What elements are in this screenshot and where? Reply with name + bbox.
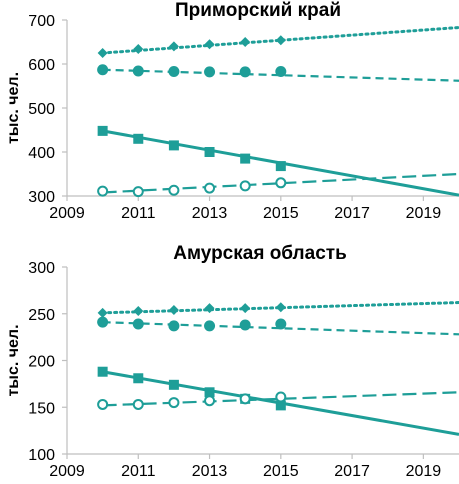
data-point-circle bbox=[204, 66, 216, 78]
y-tick-label: 250 bbox=[28, 307, 55, 324]
data-point-circle bbox=[132, 318, 144, 330]
chart-title: Амурская область bbox=[173, 243, 347, 264]
data-point-open-circle bbox=[275, 177, 287, 189]
data-point-circle bbox=[168, 320, 180, 332]
x-tick-label: 2019 bbox=[406, 205, 442, 222]
data-point-square bbox=[168, 379, 179, 390]
trend-line-circle bbox=[102, 68, 459, 82]
x-tick-label: 2015 bbox=[263, 463, 299, 480]
y-tick-label: 400 bbox=[28, 145, 55, 162]
data-point-diamond bbox=[204, 39, 215, 50]
y-tick-label: 150 bbox=[28, 400, 55, 417]
series-diamond bbox=[97, 25, 459, 58]
data-point-open-circle bbox=[132, 186, 144, 198]
data-point-open-circle bbox=[168, 184, 180, 196]
data-point-diamond bbox=[133, 44, 144, 55]
x-tick-label: 2011 bbox=[121, 463, 156, 480]
x-tick-label: 2013 bbox=[192, 463, 228, 480]
data-point-open-circle bbox=[239, 180, 251, 192]
series-square bbox=[97, 125, 459, 197]
x-tick-label: 2009 bbox=[49, 205, 85, 222]
data-point-open-circle bbox=[97, 185, 109, 197]
x-tick-label: 2009 bbox=[49, 463, 85, 480]
chart-title: Приморский край bbox=[175, 0, 341, 21]
data-point-square bbox=[275, 400, 286, 411]
data-point-diamond bbox=[97, 307, 108, 318]
data-point-square bbox=[97, 366, 108, 377]
data-point-diamond bbox=[275, 35, 286, 46]
series-open-circle bbox=[97, 172, 459, 198]
data-point-open-circle bbox=[275, 391, 287, 403]
data-point-circle bbox=[168, 65, 180, 77]
x-tick-label: 2017 bbox=[334, 205, 370, 222]
y-tick-label: 300 bbox=[28, 189, 55, 206]
data-point-circle bbox=[239, 66, 251, 78]
data-point-diamond bbox=[240, 37, 251, 47]
data-point-open-circle bbox=[204, 395, 216, 407]
data-point-circle bbox=[97, 64, 109, 76]
y-tick-label: 700 bbox=[28, 13, 55, 30]
data-point-circle bbox=[275, 318, 287, 330]
chart-primorsky: Приморский край тыс. чел. 300 400 500 600 700 2… bbox=[5, 0, 459, 222]
data-point-circle bbox=[204, 320, 216, 332]
chart-amur: Амурская область тыс. чел. 100 150 200 250 300… bbox=[5, 243, 459, 480]
data-point-diamond bbox=[97, 48, 108, 58]
trend-line-circle bbox=[102, 321, 459, 336]
data-point-open-circle bbox=[168, 397, 180, 409]
data-point-square bbox=[204, 387, 215, 398]
data-point-circle bbox=[132, 65, 144, 77]
series-open-circle bbox=[97, 391, 459, 410]
x-tick-label: 2013 bbox=[192, 205, 228, 222]
data-point-square bbox=[97, 125, 108, 136]
data-point-diamond bbox=[168, 41, 179, 52]
y-axis-label: тыс. чел. bbox=[5, 324, 22, 396]
data-point-square bbox=[204, 147, 215, 157]
data-point-circle bbox=[97, 316, 109, 328]
series-diamond bbox=[97, 301, 459, 318]
y-tick-label: 600 bbox=[28, 57, 55, 74]
y-tick-label: 300 bbox=[28, 260, 55, 277]
data-point-open-circle bbox=[204, 182, 216, 194]
y-tick-label: 100 bbox=[28, 447, 55, 464]
data-point-open-circle bbox=[97, 398, 109, 410]
data-point-diamond bbox=[133, 305, 144, 316]
data-point-diamond bbox=[168, 305, 179, 316]
x-tick-label: 2015 bbox=[263, 205, 299, 222]
data-point-square bbox=[133, 133, 144, 144]
data-point-diamond bbox=[240, 303, 251, 314]
series-circle bbox=[97, 316, 459, 336]
x-tick-label: 2019 bbox=[406, 463, 442, 480]
x-tick-label: 2017 bbox=[334, 463, 370, 480]
data-point-square bbox=[275, 161, 286, 172]
data-point-square bbox=[240, 153, 251, 164]
y-axis-label: тыс. чел. bbox=[5, 72, 22, 144]
series-circle bbox=[97, 64, 459, 82]
y-tick-label: 500 bbox=[28, 101, 55, 118]
data-point-circle bbox=[275, 65, 287, 77]
data-point-diamond bbox=[275, 302, 286, 313]
data-point-square bbox=[168, 140, 179, 151]
y-tick-label: 200 bbox=[28, 354, 55, 371]
x-tick-label: 2011 bbox=[121, 205, 156, 222]
trend-line-diamond bbox=[101, 301, 459, 315]
data-point-square bbox=[133, 373, 144, 384]
data-point-open-circle bbox=[239, 393, 251, 405]
data-point-circle bbox=[239, 319, 251, 331]
data-point-diamond bbox=[204, 303, 215, 314]
data-point-open-circle bbox=[132, 398, 144, 410]
